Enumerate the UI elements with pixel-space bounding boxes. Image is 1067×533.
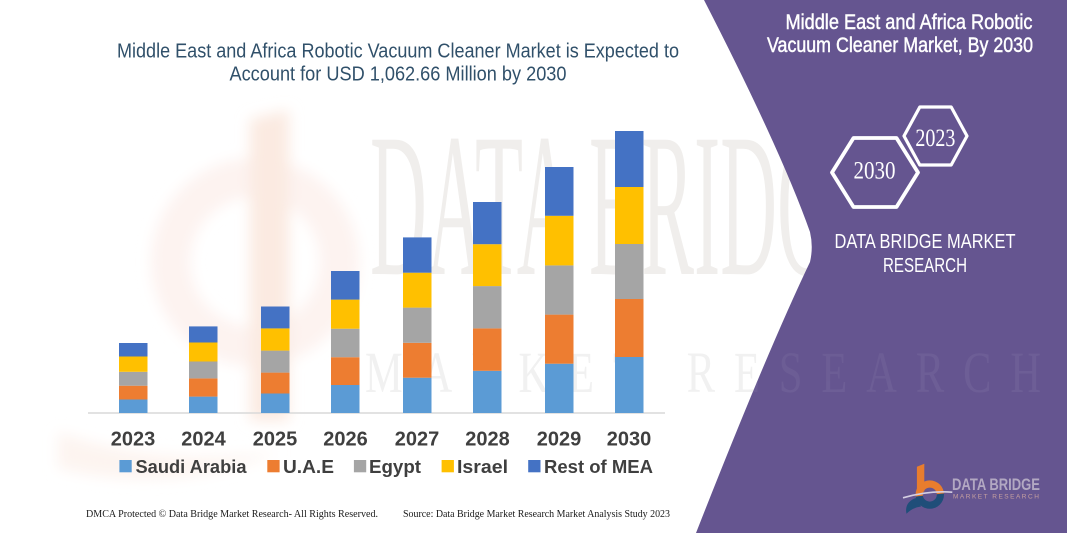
svg-text:Israel: Israel (457, 457, 508, 477)
svg-text:Source: Data Bridge Market Res: Source: Data Bridge Market Research Mark… (403, 508, 670, 520)
svg-text:2025: 2025 (253, 429, 298, 451)
svg-text:2024: 2024 (181, 429, 226, 451)
svg-text:MARKET RESEARCH: MARKET RESEARCH (953, 494, 1040, 501)
svg-text:2026: 2026 (323, 429, 368, 451)
svg-text:2030: 2030 (854, 156, 896, 185)
svg-text:2023: 2023 (111, 429, 156, 451)
svg-text:Middle East and Africa Robotic: Middle East and Africa Robotic (786, 11, 1033, 34)
svg-text:RESEARCH: RESEARCH (883, 254, 967, 277)
svg-text:Egypt: Egypt (369, 457, 421, 477)
svg-text:2029: 2029 (537, 429, 582, 451)
svg-text:Saudi Arabia: Saudi Arabia (136, 457, 248, 477)
svg-text:Vacuum Cleaner Market, By 2030: Vacuum Cleaner Market, By 2030 (767, 34, 1033, 57)
svg-text:DATA BRIDGE: DATA BRIDGE (952, 475, 1040, 494)
svg-text:2030: 2030 (607, 429, 652, 451)
svg-text:DATA BRIDGE MARKET: DATA BRIDGE MARKET (835, 230, 1016, 253)
svg-text:Rest of MEA: Rest of MEA (544, 457, 653, 477)
svg-text:2027: 2027 (395, 429, 440, 451)
svg-text:U.A.E: U.A.E (283, 457, 334, 477)
svg-text:2023: 2023 (915, 123, 955, 152)
svg-text:DMCA Protected © Data Bridge M: DMCA Protected © Data Bridge Market Rese… (86, 508, 378, 520)
svg-text:2028: 2028 (465, 429, 510, 451)
svg-text:Account for USD 1,062.66 Milli: Account for USD 1,062.66 Million by 2030 (230, 64, 567, 86)
svg-text:Middle East and Africa Robotic: Middle East and Africa Robotic Vacuum Cl… (117, 41, 679, 63)
